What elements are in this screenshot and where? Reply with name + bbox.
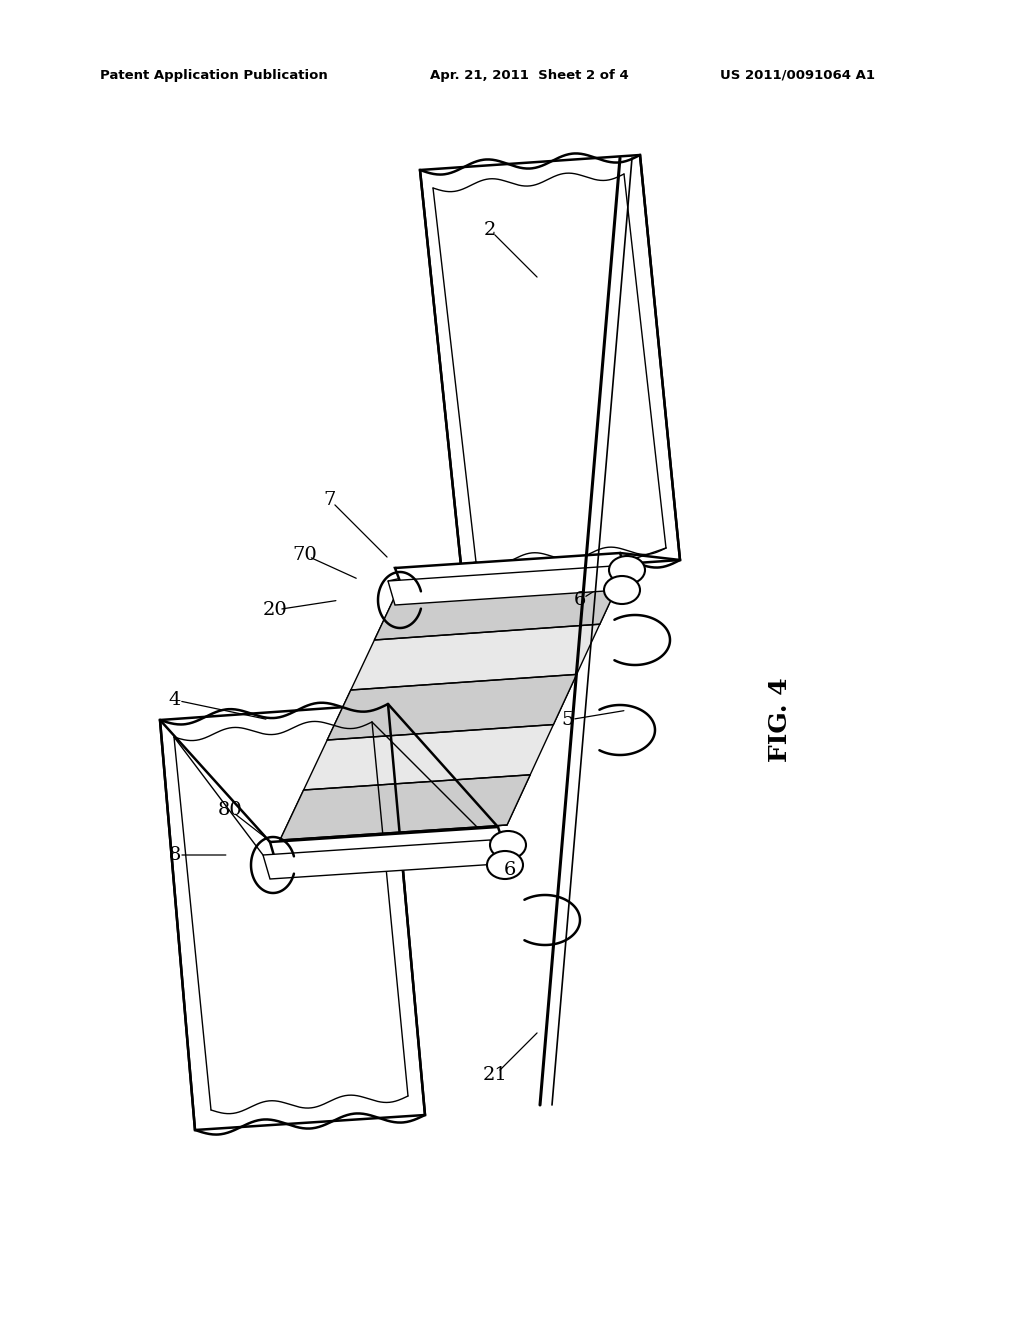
Text: 80: 80 <box>218 801 243 818</box>
Text: 21: 21 <box>482 1067 507 1084</box>
Text: 5: 5 <box>562 711 574 729</box>
Polygon shape <box>328 675 577 741</box>
Text: 6: 6 <box>573 591 586 609</box>
Text: 6: 6 <box>504 861 516 879</box>
Text: 7: 7 <box>324 491 336 510</box>
Polygon shape <box>160 704 425 1130</box>
Polygon shape <box>280 775 530 840</box>
Polygon shape <box>375 574 623 640</box>
Polygon shape <box>270 828 506 866</box>
Ellipse shape <box>604 576 640 605</box>
Text: 4: 4 <box>169 690 181 709</box>
Polygon shape <box>263 840 498 879</box>
Text: FIG. 4: FIG. 4 <box>768 677 792 763</box>
Text: 70: 70 <box>293 546 317 564</box>
Ellipse shape <box>609 556 645 583</box>
Text: Patent Application Publication: Patent Application Publication <box>100 69 328 82</box>
Text: US 2011/0091064 A1: US 2011/0091064 A1 <box>720 69 874 82</box>
Text: 20: 20 <box>262 601 288 619</box>
Ellipse shape <box>487 851 523 879</box>
Text: 8: 8 <box>169 846 181 865</box>
Ellipse shape <box>490 832 526 859</box>
Polygon shape <box>420 154 680 576</box>
Polygon shape <box>280 574 623 840</box>
Text: Apr. 21, 2011  Sheet 2 of 4: Apr. 21, 2011 Sheet 2 of 4 <box>430 69 629 82</box>
Polygon shape <box>388 566 620 605</box>
Text: 2: 2 <box>483 220 497 239</box>
Polygon shape <box>395 553 628 591</box>
